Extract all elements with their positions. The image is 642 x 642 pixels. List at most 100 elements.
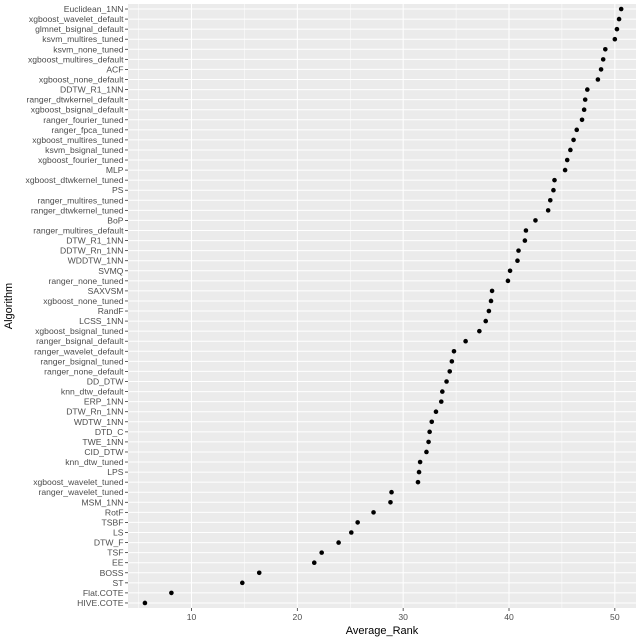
y-tick-label: ranger_dtwkernel_tuned [31,205,124,215]
data-point [552,177,557,183]
data-point [598,67,604,72]
x-tick-label: 20 [293,612,303,622]
y-tick-label: ranger_wavelet_default [34,346,124,356]
y-tick-label: Flat.COTE [83,588,124,598]
y-tick-label: xgboost_bsignal_tuned [35,326,124,336]
data-point [547,198,553,203]
data-point [424,449,429,455]
y-tick-label: DTW_R1_1NN [66,236,123,246]
data-point [483,318,489,324]
y-tick-label: xgboost_bsignal_default [31,105,124,115]
data-point [515,258,520,264]
y-tick-label: xgboost_none_tuned [43,296,124,306]
y-tick-label: xgboost_wavelet_default [29,14,124,24]
y-tick-label: xgboost_multires_tuned [32,135,123,145]
y-tick-label: CID_DTW [84,447,124,457]
data-point [444,379,449,384]
y-axis-ticks: Euclidean_1NNxgboost_wavelet_defaultglmn… [26,4,128,608]
y-tick-label: TSF [107,548,123,558]
data-point [438,399,444,404]
y-tick-label: WDTW_1NN [74,417,124,427]
data-point [429,419,435,425]
data-point [417,459,423,465]
y-tick-label: ranger_bsignal_tuned [40,356,123,366]
y-tick-label: HIVE.COTE [77,598,124,608]
y-tick-label: xgboost_wavelet_tuned [33,477,124,487]
y-tick-label: SAXVSM [88,286,124,296]
data-point [427,429,432,435]
data-point [463,338,468,344]
data-point [440,389,445,394]
data-point [336,540,341,545]
data-point [507,268,513,274]
data-point [618,6,624,12]
data-point [416,469,422,475]
data-point [582,97,588,102]
y-tick-label: PS [112,185,124,195]
y-tick-label: ERP_1NN [84,397,124,407]
y-tick-label: glmnet_bsignal_default [35,24,124,34]
y-tick-label: DTD_C [95,427,124,437]
y-tick-label: ksvm_bsignal_tuned [45,145,124,155]
data-point [477,328,482,334]
y-tick-label: knn_dtw_tuned [65,457,124,467]
y-tick-label: EE [112,558,124,568]
data-point [545,208,551,213]
data-point [612,36,618,42]
data-point [169,590,174,596]
data-point [447,369,453,374]
data-point [551,187,556,193]
x-tick-label: 30 [398,612,408,622]
y-tick-label: ksvm_none_tuned [53,44,123,54]
y-tick-label: Euclidean_1NN [64,4,124,14]
y-tick-label: ranger_fpca_tuned [51,125,123,135]
data-point [581,107,587,112]
major-gridlines [128,4,636,608]
data-point [349,530,354,535]
y-tick-label: LPS [107,467,124,477]
data-point [488,298,494,304]
data-point [489,288,495,294]
data-point [600,57,606,62]
y-tick-label: xgboost_dtwkernel_tuned [26,175,124,185]
data-point [505,278,511,284]
y-tick-label: BOSS [100,568,124,578]
data-point [564,157,570,163]
x-axis-ticks: 10 20 30 40 50 [187,608,620,622]
y-tick-label: ranger_wavelet_tuned [38,487,123,497]
x-tick-label: 10 [187,612,197,622]
y-tick-label: ranger_fourier_tuned [43,115,123,125]
y-tick-label: BoP [107,215,124,225]
data-point [433,409,439,415]
data-point [516,248,521,253]
data-point [523,228,529,233]
y-tick-label: TSBF [102,517,124,527]
data-point [585,87,590,92]
y-tick-label: ST [113,578,125,588]
data-point [451,349,457,354]
x-tick-label: 50 [610,612,620,622]
y-tick-label: LS [113,528,124,538]
data-point [256,570,262,576]
data-point [522,238,528,243]
data-point [240,580,245,586]
y-tick-label: ranger_multires_default [33,226,124,236]
data-point [603,47,608,52]
data-point [616,16,622,22]
y-tick-label: ranger_dtwkernel_default [27,95,125,105]
y-tick-label: ranger_none_default [44,366,124,376]
x-axis-title: Average_Rank [346,625,419,637]
y-tick-label: DTW_Rn_1NN [66,407,123,417]
y-tick-label: SVMQ [98,266,124,276]
data-point [388,500,393,505]
minor-gridlines [138,4,563,608]
y-tick-label: DDTW_Rn_1NN [60,246,124,256]
plot-panel [128,4,636,608]
data-point [574,127,580,133]
data-point [486,308,492,314]
y-tick-label: TWE_1NN [82,437,123,447]
data-point [319,550,324,555]
data-point [579,117,585,123]
y-tick-label: xgboost_fourier_tuned [38,155,124,165]
